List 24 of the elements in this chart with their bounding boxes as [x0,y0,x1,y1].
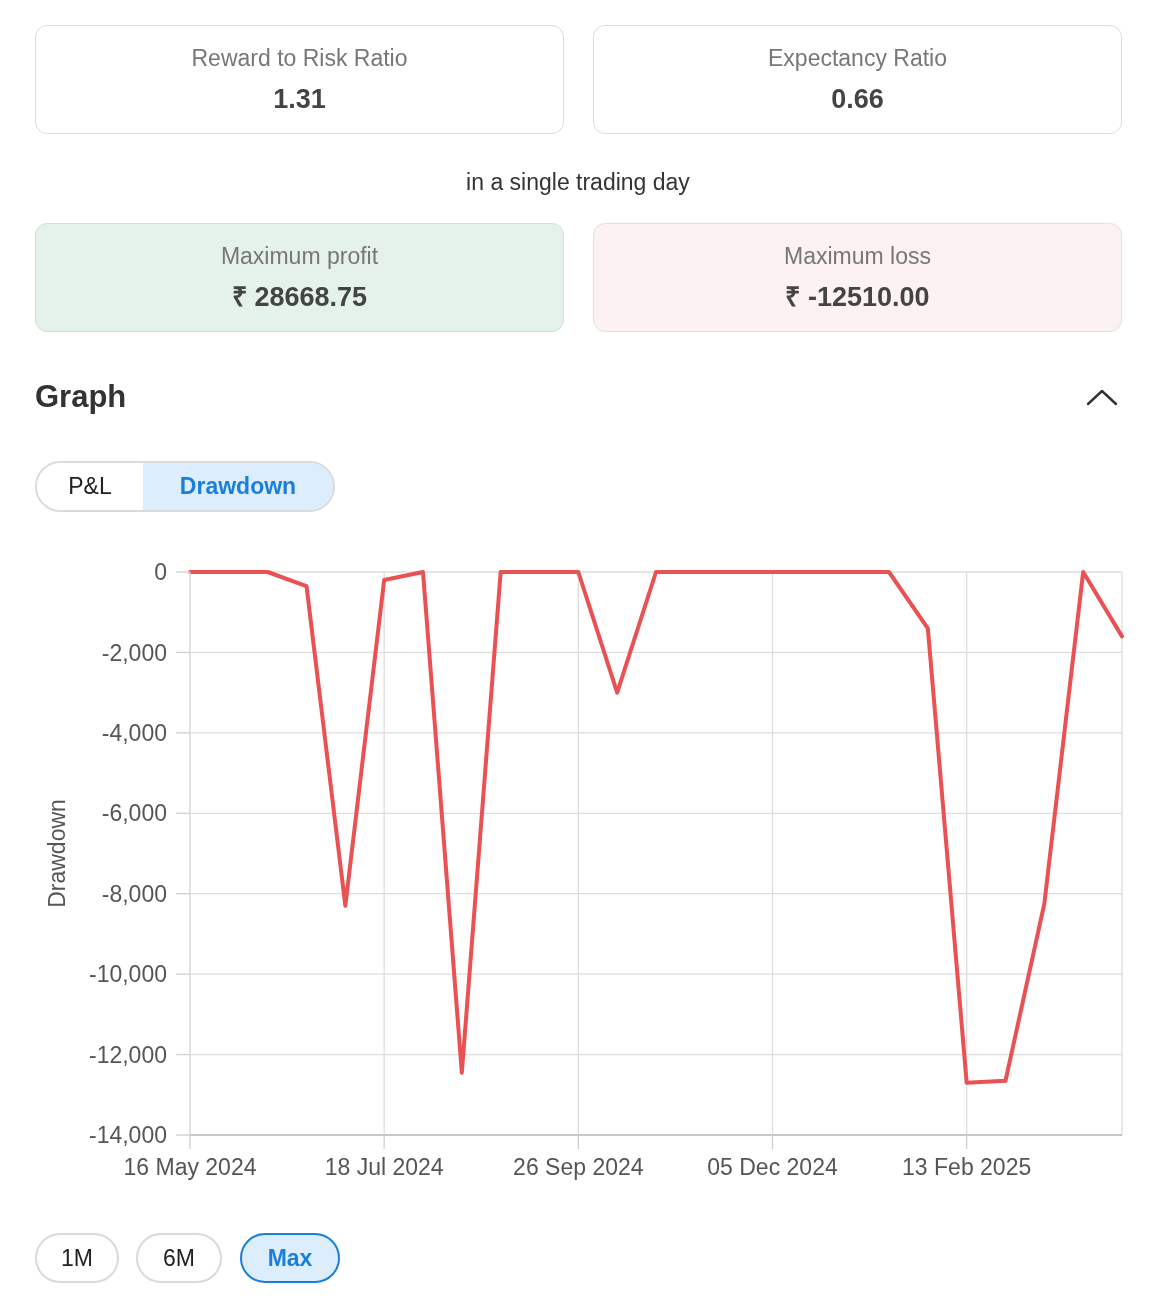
segmented-control: P&L Drawdown [35,461,335,512]
y-tick-label: -6,000 [101,800,167,827]
range-button: 1M [35,1233,119,1283]
y-tick-label: 0 [154,559,167,586]
card: Reward to Risk Ratio 1.31 [35,25,564,134]
x-tick-label: 13 Feb 2025 [902,1154,1032,1181]
x-tick-label: 16 May 2024 [123,1154,257,1181]
y-axis-title: Drawdown [44,799,71,908]
range-button: Max [240,1233,340,1283]
y-tick-label: -12,000 [88,1041,167,1068]
text: in a single trading day [465,168,691,197]
y-tick-label: -14,000 [88,1122,167,1149]
card: Expectancy Ratio 0.66 [593,25,1122,134]
x-tick-label: 26 Sep 2024 [513,1154,644,1181]
range-button: 6M [136,1233,222,1283]
y-tick-label: -10,000 [88,961,167,988]
x-tick-label: 18 Jul 2024 [324,1154,444,1181]
x-tick-label: 05 Dec 2024 [707,1154,838,1181]
card: Maximum profit ₹ 28668.75 [35,223,564,332]
y-tick-label: -4,000 [101,720,167,747]
y-tick-label: -2,000 [101,639,167,666]
chart-title: Graph [35,379,127,415]
card: Maximum loss ₹ -12510.00 [593,223,1122,332]
y-tick-label: -8,000 [101,880,167,907]
